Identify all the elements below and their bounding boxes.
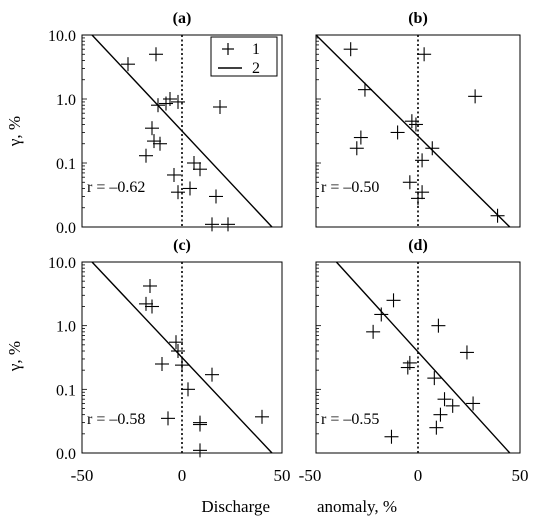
x-tick-label: -50 (299, 466, 322, 485)
y-tick-label: 10.0 (48, 255, 76, 272)
y-axis-label-bottom: γ, % (5, 341, 24, 372)
data-point (400, 360, 415, 375)
legend-line-label: 2 (252, 60, 260, 77)
panel-b: (b) r = –0.50 (315, 10, 521, 228)
data-point (169, 335, 183, 350)
correlation-annotation: r = –0.58 (87, 411, 145, 428)
data-point (353, 130, 368, 145)
data-point (171, 185, 185, 200)
data-point (145, 121, 159, 136)
panel-label: (b) (408, 10, 428, 27)
data-point (429, 420, 444, 435)
y-tick-label: 0.0 (56, 220, 76, 237)
x-tick-label: 50 (512, 466, 529, 485)
data-point (167, 167, 181, 182)
data-point (139, 296, 153, 311)
data-point (145, 299, 159, 314)
data-point (175, 358, 189, 373)
legend-box (210, 36, 278, 77)
data-point (143, 278, 157, 293)
data-point (193, 162, 207, 177)
correlation-annotation: r = –0.50 (321, 179, 379, 196)
panel-label: (c) (173, 237, 191, 254)
data-point (466, 396, 481, 411)
regression-line (335, 261, 511, 454)
data-point (171, 94, 185, 109)
data-point (205, 217, 219, 232)
data-point (147, 134, 161, 149)
legend: 1 2 (210, 36, 278, 77)
data-point (386, 293, 401, 308)
data-point (193, 443, 207, 458)
data-point (357, 82, 372, 97)
panel-c: 10.0 1.0 0.1 0.0 -50 0 50 (c) r = –0.58 (48, 237, 291, 485)
y-tick-label: 1.0 (56, 92, 76, 109)
x-tick-label: 0 (178, 466, 187, 485)
regression-line (91, 261, 273, 454)
y-tick-label: 0.1 (56, 382, 76, 399)
data-point (121, 57, 135, 72)
data-point (468, 89, 483, 104)
data-point (415, 153, 430, 168)
data-point (433, 407, 448, 422)
data-point (366, 324, 381, 339)
data-point (153, 136, 167, 151)
data-point (417, 47, 432, 62)
x-axis-label-right: anomaly, % (317, 497, 397, 516)
data-point (445, 398, 460, 413)
data-point (209, 189, 223, 204)
x-tick-label: 0 (414, 466, 423, 485)
panel-label: (d) (408, 237, 428, 254)
regression-line (315, 34, 511, 228)
data-point (437, 392, 452, 407)
data-point (374, 307, 389, 322)
data-point (221, 217, 235, 232)
data-point (415, 185, 430, 200)
data-point (384, 429, 399, 444)
data-point (425, 141, 440, 156)
data-point (408, 117, 423, 132)
data-point (205, 367, 219, 382)
data-point (402, 175, 417, 190)
y-tick-label: 10.0 (48, 28, 76, 45)
data-point (431, 318, 446, 333)
x-tick-label: 50 (274, 466, 291, 485)
panel-d: -50 0 50 (d) r = –0.55 (299, 237, 529, 485)
x-axis-label-left: Discharge (201, 497, 270, 516)
data-point (159, 96, 173, 111)
data-point (149, 47, 163, 62)
correlation-annotation: r = –0.62 (87, 179, 145, 196)
data-point (151, 98, 165, 113)
data-point (411, 191, 425, 206)
data-point (193, 417, 207, 432)
data-point (427, 371, 442, 386)
data-point (390, 125, 405, 140)
data-point (255, 409, 269, 424)
regression-line (91, 34, 273, 228)
data-point (161, 411, 175, 426)
correlation-annotation: r = –0.55 (321, 411, 379, 428)
y-tick-label: 1.0 (56, 319, 76, 336)
y-tick-label: 0.1 (56, 156, 76, 173)
data-point (459, 345, 474, 360)
data-point (183, 181, 197, 196)
y-axis-label-top: γ, % (5, 116, 24, 147)
legend-marker-symbol (222, 43, 234, 55)
panel-a: 10.0 1.0 0.1 0.0 (a) r = –0.62 (48, 10, 283, 237)
data-point (187, 156, 201, 170)
data-point (139, 148, 153, 163)
data-point (404, 114, 419, 129)
data-point (490, 208, 505, 223)
data-point (171, 344, 185, 359)
x-tick-label: -50 (71, 466, 94, 485)
y-tick-label: 0.0 (56, 446, 76, 463)
data-point (213, 99, 227, 114)
data-point (349, 141, 364, 156)
data-point (155, 356, 169, 371)
data-point (343, 42, 358, 57)
panel-label: (a) (173, 10, 192, 27)
legend-marker-label: 1 (252, 41, 260, 58)
data-point (181, 382, 195, 397)
